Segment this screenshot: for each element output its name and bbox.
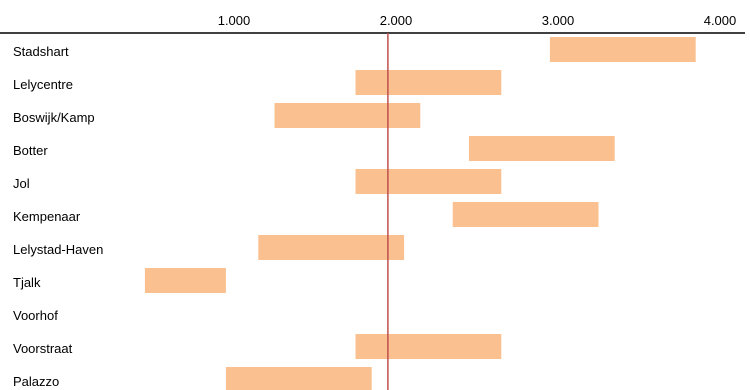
range-bar [225,367,372,390]
category-label: Kempenaar [13,209,81,224]
category-labels: Stadshart Lelycentre Boswijk/Kamp Botter Jol… [13,44,103,389]
x-tick-label: 1.000 [218,13,251,28]
range-bar [549,37,696,62]
category-label: Lelystad-Haven [13,242,103,257]
range-bar [274,103,421,128]
x-tick-labels: 1.000 2.000 3.000 4.000 [218,13,737,28]
category-label: Lelycentre [13,77,73,92]
category-label: Voorhof [13,308,58,323]
x-tick-label: 4.000 [704,13,737,28]
category-label: Jol [13,176,30,191]
category-label: Stadshart [13,44,69,59]
category-label: Botter [13,143,48,158]
category-label: Palazzo [13,374,59,389]
x-tick-label: 3.000 [542,13,575,28]
range-bar [468,136,615,161]
range-bar [355,70,502,95]
range-bar [452,202,599,227]
x-tick-label: 2.000 [380,13,413,28]
category-label: Boswijk/Kamp [13,110,95,125]
range-bar [355,169,502,194]
range-bars [144,37,696,390]
range-bar [144,268,226,293]
range-bar [355,334,502,359]
range-bar [258,235,405,260]
category-label: Tjalk [13,275,41,290]
category-label: Voorstraat [13,341,73,356]
